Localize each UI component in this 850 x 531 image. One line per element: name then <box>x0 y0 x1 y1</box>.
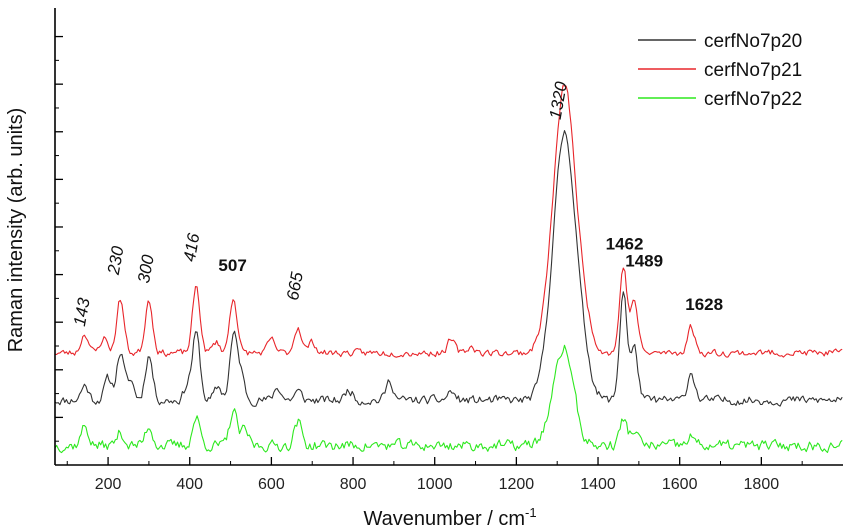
series-line-cerfNo7p21 <box>55 85 843 358</box>
peak-label-143: 143 <box>70 296 94 328</box>
x-tick-label: 1600 <box>662 476 698 493</box>
x-tick-label: 1800 <box>744 476 780 493</box>
peak-label-1628: 1628 <box>685 295 723 314</box>
x-tick-label: 600 <box>258 476 285 493</box>
peak-label-416: 416 <box>180 231 204 263</box>
x-tick-label: 400 <box>176 476 203 493</box>
peak-label-507: 507 <box>218 256 246 275</box>
x-tick-label: 1400 <box>580 476 616 493</box>
series-line-cerfNo7p22 <box>54 344 843 454</box>
series-lines <box>54 85 843 454</box>
legend-label-cerfNo7p21: cerfNo7p21 <box>704 60 802 81</box>
x-tick-label: 800 <box>340 476 367 493</box>
series-line-cerfNo7p20 <box>54 130 843 407</box>
axes: 200 400 600 800 1000 1200 1400 1600 1800 <box>54 8 843 493</box>
legend-label-cerfNo7p20: cerfNo7p20 <box>704 31 802 52</box>
peak-label-665: 665 <box>283 270 307 302</box>
x-tick-label: 200 <box>95 476 122 493</box>
peak-label-300: 300 <box>134 253 158 285</box>
peak-label-1462: 1462 <box>606 234 644 253</box>
x-tick-label: 1000 <box>417 476 453 493</box>
peak-label-1489: 1489 <box>625 252 663 271</box>
peak-label-1320: 1320 <box>546 80 571 121</box>
y-axis-title: Raman intensity (arb. units) <box>5 108 27 353</box>
peak-label-230: 230 <box>104 244 128 277</box>
x-axis-title: Wavenumber / cm-1 <box>363 505 536 530</box>
x-tick-label: 1200 <box>499 476 535 493</box>
legend-label-cerfNo7p22: cerfNo7p22 <box>704 89 802 110</box>
legend: cerfNo7p20 cerfNo7p21 cerfNo7p22 <box>638 31 802 110</box>
